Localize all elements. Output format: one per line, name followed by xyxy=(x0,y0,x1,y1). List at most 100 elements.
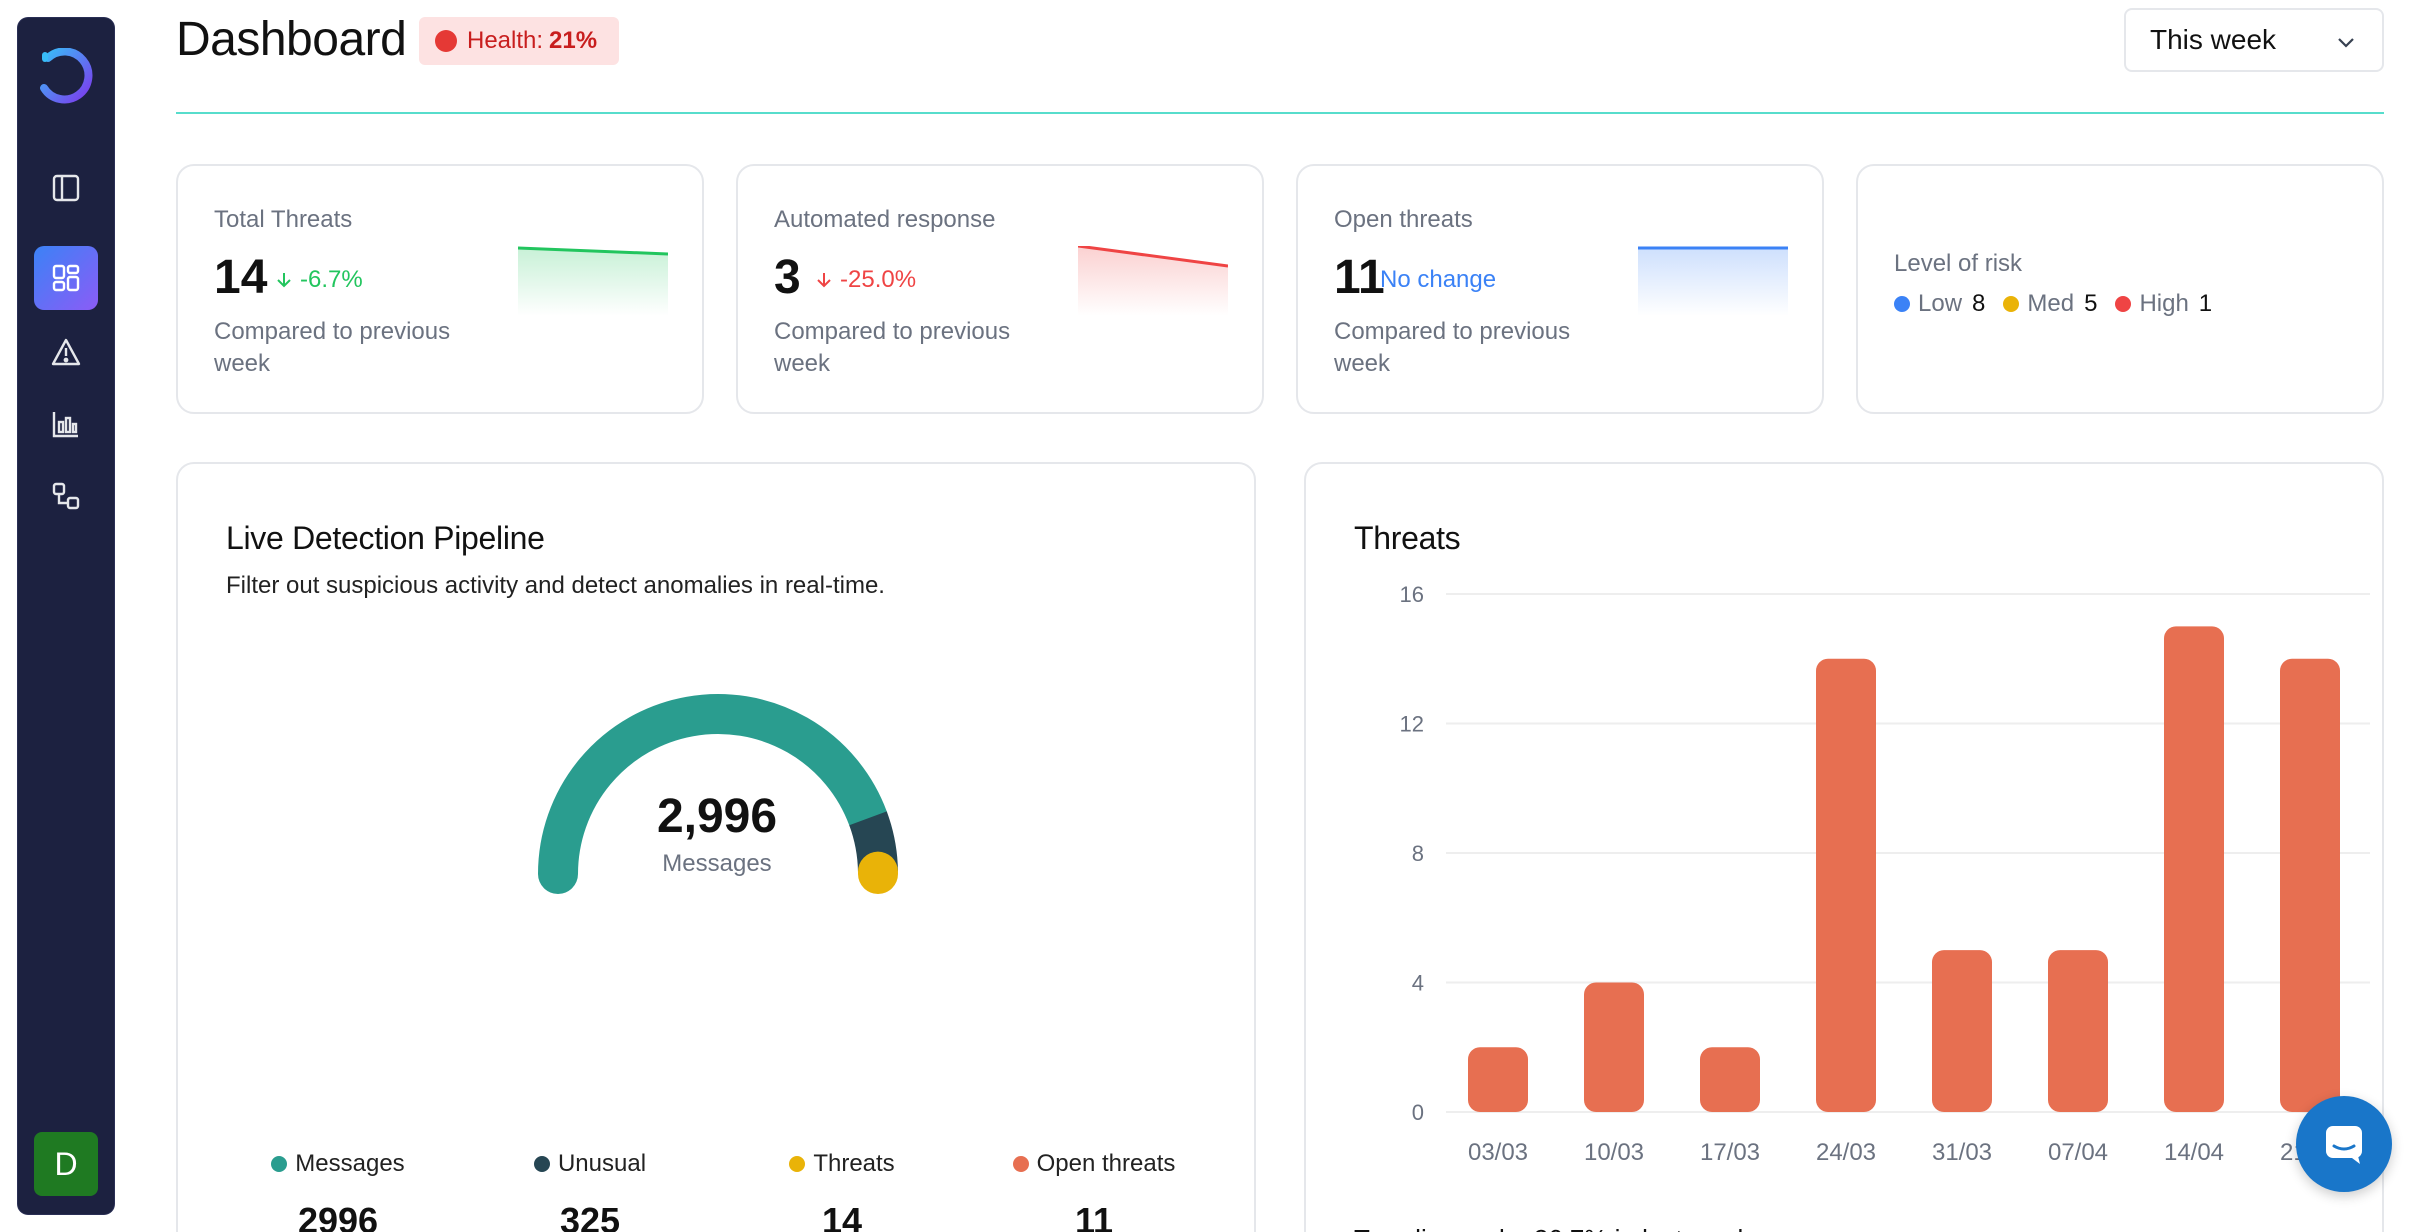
health-value: 21% xyxy=(549,27,598,54)
legend-item-unusual: Unusual 325 xyxy=(464,1150,716,1232)
y-tick-label: 16 xyxy=(1400,582,1424,607)
legend-value: 2996 xyxy=(297,1200,379,1232)
risk-item-high: High 1 xyxy=(2115,290,2212,318)
legend-label: Unusual xyxy=(557,1150,647,1177)
legend-dot xyxy=(533,1156,550,1172)
date-range-select[interactable]: This week xyxy=(2124,8,2384,72)
x-tick-label: 03/03 xyxy=(1468,1139,1528,1166)
sparkline xyxy=(1078,246,1228,316)
health-badge: Health: 21% xyxy=(419,17,619,65)
legend-item-messages: Messages 2996 xyxy=(212,1150,464,1232)
stat-delta-text: -6.7% xyxy=(300,266,363,293)
legend-label: Messages xyxy=(295,1150,405,1177)
panel-title: Live Detection Pipeline xyxy=(226,520,545,556)
risk-item-low: Low 8 xyxy=(1894,290,1985,318)
risk-name: High xyxy=(2139,290,2189,317)
y-tick-label: 8 xyxy=(1412,841,1424,866)
panel-subtitle: Filter out suspicious activity and detec… xyxy=(226,572,885,599)
stat-compare: Compared to previous week xyxy=(214,318,451,377)
risk-dot xyxy=(1894,296,1910,312)
pipeline-legend: Messages 2996 Unusual 325 Threats 14 Ope… xyxy=(178,1150,1256,1232)
bar[interactable] xyxy=(2164,626,2224,1112)
stat-card-automated-response: Automated response 3 -25.0% Compared to … xyxy=(736,164,1264,414)
threats-bar-chart: 0 4 8 12 16 03/03 10/03 17/03 24/03 31/03 07/04 14/… xyxy=(1400,582,2370,1166)
arrow-down-icon xyxy=(277,273,291,288)
y-tick-label: 4 xyxy=(1412,971,1424,996)
risk-dot xyxy=(2115,296,2132,312)
risk-item-med: Med 5 xyxy=(2003,290,2097,318)
sparkline xyxy=(518,246,668,316)
bar-chart-icon[interactable] xyxy=(34,392,98,456)
x-tick-label: 17/03 xyxy=(1700,1139,1760,1166)
health-status-dot xyxy=(435,30,457,52)
legend-dot xyxy=(271,1156,288,1172)
stat-value: 3 xyxy=(774,251,801,304)
risk-level-card: Level of risk Low 8 Med 5 High 1 xyxy=(1856,164,2384,414)
dashboard-icon[interactable] xyxy=(34,246,98,310)
stat-delta: -6.7% xyxy=(274,266,363,294)
stat-delta: -25.0% xyxy=(814,266,916,294)
stat-label: Open threats xyxy=(1334,206,1473,233)
threats-panel: Threats 0 4 8 12 16 03/03 10/03 17/03 24/03 31/03… xyxy=(1304,462,2384,1232)
stat-card-total-threats: Total Threats 14 -6.7% Compared to previ… xyxy=(176,164,704,414)
stat-value: 11 xyxy=(1334,251,1385,304)
risk-name: Med xyxy=(2027,290,2075,317)
bar[interactable] xyxy=(1932,950,1992,1112)
arrow-down-icon xyxy=(817,273,831,288)
bar[interactable] xyxy=(2048,950,2108,1112)
stat-delta-text: No change xyxy=(1380,266,1497,293)
risk-name: Low xyxy=(1918,290,1963,317)
chevron-down-icon xyxy=(2338,38,2354,48)
risk-levels: Low 8 Med 5 High 1 xyxy=(1894,290,2230,318)
stat-delta: No change xyxy=(1380,266,1496,294)
bar[interactable] xyxy=(1700,1047,1760,1112)
risk-count: 8 xyxy=(1972,290,1986,317)
legend-dot xyxy=(1012,1156,1029,1172)
sidebar: D xyxy=(18,18,114,1214)
legend-label: Open threats xyxy=(1036,1150,1176,1177)
header-divider xyxy=(176,112,2384,114)
bar[interactable] xyxy=(1584,982,1644,1113)
chat-button[interactable] xyxy=(2296,1096,2392,1192)
alert-icon[interactable] xyxy=(34,320,98,384)
stat-compare: Compared to previous week xyxy=(774,318,1011,377)
pipeline-panel: Live Detection Pipeline Filter out suspi… xyxy=(176,462,1256,1232)
legend-dot xyxy=(789,1156,806,1172)
logo-icon[interactable] xyxy=(34,47,98,112)
legend-item-threats: Threats 14 xyxy=(716,1150,968,1232)
chat-icon xyxy=(2326,1126,2362,1164)
risk-count: 1 xyxy=(2198,290,2213,317)
stat-value: 14 xyxy=(214,251,268,304)
gauge-value: 2,996 xyxy=(656,790,778,843)
legend-label: Threats xyxy=(813,1150,895,1177)
y-tick-label: 0 xyxy=(1412,1100,1424,1125)
avatar[interactable]: D xyxy=(34,1132,98,1196)
legend-value: 325 xyxy=(559,1200,621,1232)
stat-card-open-threats: Open threats 11 No change Compared to pr… xyxy=(1296,164,1824,414)
legend-value: 11 xyxy=(1074,1200,1114,1232)
sidebar-toggle-icon[interactable] xyxy=(34,156,98,220)
pipeline-gauge xyxy=(538,694,899,894)
trend-text: Trending up by 26.7% in last week xyxy=(1354,1224,1751,1232)
x-tick-label: 07/04 xyxy=(2048,1139,2108,1166)
legend-item-open-threats: Open threats 11 xyxy=(968,1150,1220,1232)
stat-label: Automated response xyxy=(774,206,996,233)
sparkline xyxy=(1638,246,1788,316)
risk-dot xyxy=(2003,296,2020,312)
date-range-value: This week xyxy=(2150,24,2277,55)
stat-label: Total Threats xyxy=(214,206,353,233)
gauge-segment-messages xyxy=(538,694,888,894)
y-tick-label: 12 xyxy=(1400,712,1424,737)
stat-delta-text: -25.0% xyxy=(840,266,917,293)
workflow-icon[interactable] xyxy=(34,464,98,528)
panel-title: Threats xyxy=(1354,520,1461,556)
stat-compare: Compared to previous week xyxy=(1334,318,1571,377)
bar[interactable] xyxy=(1816,658,1876,1112)
legend-value: 14 xyxy=(821,1200,863,1232)
risk-count: 5 xyxy=(2084,290,2098,317)
bar[interactable] xyxy=(1468,1047,1528,1112)
page-title: Dashboard xyxy=(176,13,407,66)
bar[interactable] xyxy=(2280,658,2340,1112)
x-tick-label: 14/04 xyxy=(2164,1139,2224,1166)
x-tick-label: 24/03 xyxy=(1816,1139,1876,1166)
